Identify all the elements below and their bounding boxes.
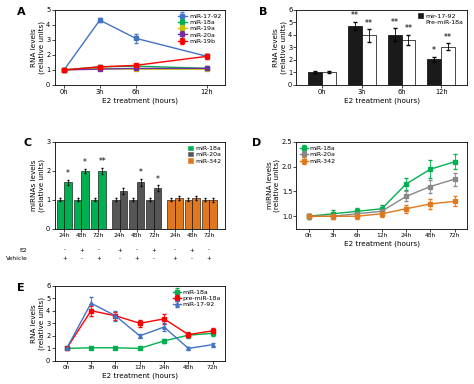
Legend: miR-17-92, miR-18a, miR-19a, miR-20a, miR-19b: miR-17-92, miR-18a, miR-19a, miR-20a, mi… (177, 13, 222, 45)
Text: A: A (17, 7, 26, 17)
Bar (112, 200, 119, 228)
Text: C: C (24, 139, 32, 149)
Bar (322, 73, 336, 85)
Text: **: ** (99, 157, 106, 166)
Text: -: - (118, 257, 120, 262)
Bar (57, 200, 64, 228)
Text: +: + (190, 248, 194, 253)
Text: +: + (134, 257, 139, 262)
Text: -: - (208, 248, 210, 253)
Legend: mir-17-92, Pre-miR-18a: mir-17-92, Pre-miR-18a (417, 13, 464, 26)
Bar (74, 200, 82, 228)
Text: *: * (432, 46, 436, 55)
Text: +: + (152, 248, 156, 253)
X-axis label: E2 treatment (hours): E2 treatment (hours) (344, 98, 419, 104)
Text: **: ** (391, 18, 399, 27)
Legend: miR-18a, pre-miR-18a, miR-17-92: miR-18a, pre-miR-18a, miR-17-92 (173, 289, 222, 308)
X-axis label: E2 treatment (hours): E2 treatment (hours) (102, 373, 178, 379)
Text: *: * (156, 175, 160, 184)
Bar (209, 200, 217, 228)
X-axis label: E2 treatment (hours): E2 treatment (hours) (344, 240, 419, 247)
Y-axis label: miRNAs levels
(relative units): miRNAs levels (relative units) (31, 159, 45, 212)
Text: B: B (259, 7, 267, 17)
Text: **: ** (444, 33, 452, 41)
Bar (309, 72, 322, 85)
Bar (192, 198, 200, 228)
Bar (427, 59, 441, 85)
Text: *: * (66, 169, 70, 178)
Bar (167, 200, 175, 228)
Bar (91, 200, 99, 228)
Bar (201, 200, 209, 228)
Text: *: * (138, 168, 143, 177)
Text: **: ** (404, 25, 412, 33)
Bar (175, 198, 182, 228)
Bar (348, 26, 362, 85)
Y-axis label: miRNA levels
(relative units): miRNA levels (relative units) (267, 159, 280, 212)
Bar (99, 171, 106, 228)
Bar (362, 35, 376, 85)
Bar (184, 200, 192, 228)
Text: E2: E2 (19, 248, 27, 253)
Text: +: + (79, 248, 84, 253)
Legend: miR-18a, miR-20a, miR-342: miR-18a, miR-20a, miR-342 (188, 145, 222, 164)
Text: *: * (83, 158, 87, 167)
Text: Vehicle: Vehicle (6, 257, 27, 262)
Bar (137, 182, 145, 228)
Text: **: ** (351, 11, 359, 20)
Y-axis label: RNA levels
(relative units): RNA levels (relative units) (31, 297, 45, 350)
Text: **: ** (365, 19, 373, 28)
Text: -: - (136, 248, 138, 253)
Text: E: E (17, 283, 25, 293)
Bar (401, 40, 415, 85)
Y-axis label: RNA levels
(relative units): RNA levels (relative units) (273, 21, 287, 74)
Y-axis label: RNA levels
(relative units): RNA levels (relative units) (31, 21, 45, 74)
Text: -: - (174, 248, 176, 253)
Legend: miR-18a, miR-20a, miR-342: miR-18a, miR-20a, miR-342 (300, 145, 337, 164)
Text: +: + (173, 257, 177, 262)
X-axis label: E2 treatment (hours): E2 treatment (hours) (102, 98, 178, 104)
Bar (154, 188, 162, 228)
Text: D: D (252, 139, 262, 149)
Text: +: + (62, 257, 67, 262)
Bar (146, 200, 154, 228)
Text: -: - (153, 257, 155, 262)
Bar (119, 191, 127, 228)
Text: +: + (117, 248, 122, 253)
Bar (388, 35, 401, 85)
Text: -: - (191, 257, 193, 262)
Bar (441, 46, 455, 85)
Text: -: - (98, 248, 100, 253)
Text: -: - (63, 248, 65, 253)
Bar (129, 200, 137, 228)
Text: +: + (207, 257, 211, 262)
Text: +: + (96, 257, 101, 262)
Text: -: - (81, 257, 82, 262)
Bar (64, 182, 72, 228)
Bar (82, 171, 89, 228)
